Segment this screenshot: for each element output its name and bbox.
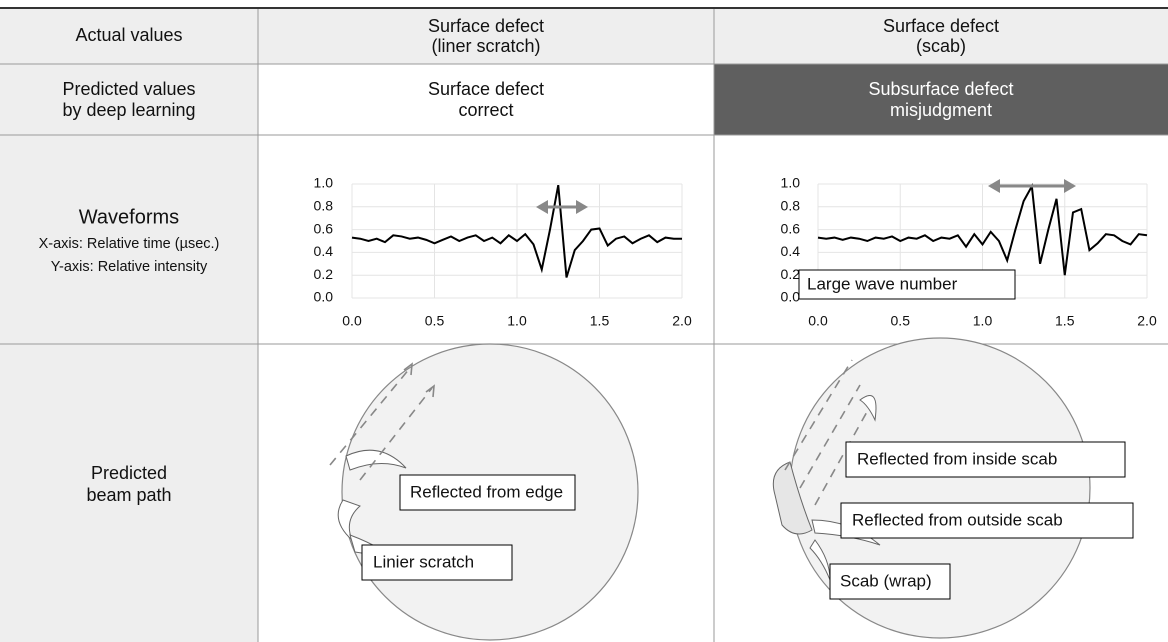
arrow-head xyxy=(536,200,548,214)
highlight-cell xyxy=(714,64,1168,135)
cell-text: Surface defect xyxy=(428,16,544,36)
x-tick-label: 1.0 xyxy=(973,313,993,329)
cell-text: Actual values xyxy=(75,25,182,45)
y-tick-label: 0.4 xyxy=(314,243,334,259)
y-tick-label: 0.0 xyxy=(781,289,801,305)
x-tick-label: 2.0 xyxy=(672,313,692,329)
y-tick-label: 0.8 xyxy=(314,198,334,214)
x-tick-label: 0.5 xyxy=(425,313,445,329)
cell-text: Predicted values xyxy=(62,79,195,99)
waveform xyxy=(817,183,1148,276)
waveform xyxy=(351,184,682,278)
beam-path xyxy=(784,359,869,506)
y-tick-label: 0.2 xyxy=(781,266,801,282)
label-box xyxy=(840,502,1134,539)
header-bg xyxy=(0,8,1168,64)
x-tick-label: 1.0 xyxy=(507,313,527,329)
cell-text: (liner scratch) xyxy=(431,36,540,56)
beam xyxy=(329,367,411,466)
label-box xyxy=(361,544,513,581)
diagram-label: Reflected from edge xyxy=(410,482,563,501)
beam-head xyxy=(403,362,435,398)
x-tick-label: 0.0 xyxy=(808,313,828,329)
cell-text: by deep learning xyxy=(62,100,195,120)
beam xyxy=(359,387,433,481)
beam-path xyxy=(329,367,433,481)
y-tick-label: 0.6 xyxy=(781,220,801,236)
y-tick-label: 0.0 xyxy=(314,289,334,305)
beam xyxy=(784,359,853,471)
diagram-label: Linier scratch xyxy=(373,552,474,571)
crack xyxy=(345,449,407,471)
first-col-bg xyxy=(0,64,258,642)
diagram: Reflected from inside scab Reflected fro… xyxy=(772,337,1134,639)
y-tick-label: 0.2 xyxy=(314,266,334,282)
arrow-head xyxy=(576,200,588,214)
beam xyxy=(799,384,861,489)
annotation-box xyxy=(798,269,1016,300)
scab xyxy=(772,461,813,535)
cell-text: misjudgment xyxy=(890,100,992,120)
diagram-label: Reflected from outside scab xyxy=(852,510,1063,529)
crack xyxy=(859,395,877,422)
cell-text: (scab) xyxy=(916,36,966,56)
cell-text: Subsurface defect xyxy=(868,79,1013,99)
arrow-head xyxy=(1064,179,1076,193)
y-tick-label: 1.0 xyxy=(314,175,334,191)
x-tick-label: 1.5 xyxy=(590,313,610,329)
y-tick-label: 0.8 xyxy=(781,198,801,214)
annotation: Large wave number xyxy=(807,274,958,293)
cell-text: X-axis: Relative time (µsec.) xyxy=(39,236,220,252)
y-tick-label: 1.0 xyxy=(781,175,801,191)
x-tick-label: 1.5 xyxy=(1055,313,1075,329)
label-box xyxy=(845,441,1126,478)
diagram: Reflected from edge Linier scratch xyxy=(329,343,639,641)
cell-text: Surface defect xyxy=(883,16,999,36)
label-box xyxy=(399,474,576,511)
cell-text: Y-axis: Relative intensity xyxy=(51,259,208,275)
cell-text: Surface defect xyxy=(428,79,544,99)
span-arrow xyxy=(536,179,1076,214)
label-box xyxy=(829,563,951,600)
beam xyxy=(814,409,869,506)
x-tick-label: 2.0 xyxy=(1137,313,1157,329)
cell-text: correct xyxy=(458,100,513,120)
cell-text: beam path xyxy=(86,485,171,505)
y-tick-label: 0.4 xyxy=(781,243,801,259)
x-tick-label: 0.0 xyxy=(342,313,362,329)
cell-text: Predicted xyxy=(91,463,167,483)
arrow-head xyxy=(988,179,1000,193)
diagram-label: Reflected from inside scab xyxy=(857,449,1057,468)
x-tick-label: 0.5 xyxy=(891,313,911,329)
cell-text: Waveforms xyxy=(79,206,179,228)
diagram-label: Scab (wrap) xyxy=(840,571,932,590)
y-tick-label: 0.6 xyxy=(314,220,334,236)
